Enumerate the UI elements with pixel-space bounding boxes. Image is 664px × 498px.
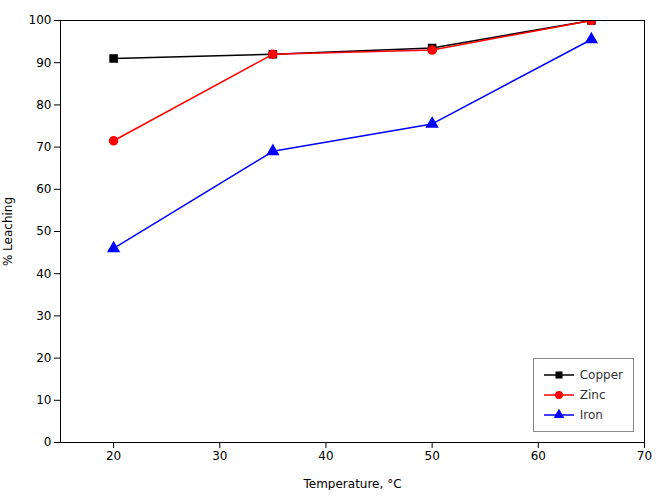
html-text:Copper: Copper [579,368,623,382]
svg-text:0: 0 [44,435,52,449]
svg-text:40: 40 [36,267,51,281]
svg-text:30: 30 [212,449,227,463]
svg-text:80: 80 [36,98,51,112]
svg-text:100: 100 [29,13,52,27]
svg-text:40: 40 [318,449,333,463]
svg-text:50: 50 [424,449,439,463]
svg-text:50: 50 [36,224,51,238]
svg-text:30: 30 [36,309,51,323]
svg-text:90: 90 [36,56,51,70]
html-text:Iron: Iron [579,408,603,422]
svg-text:% Leaching: % Leaching [1,197,15,266]
svg-text:20: 20 [36,351,51,365]
svg-text:10: 10 [36,393,51,407]
html-text:Zinc: Zinc [579,388,606,402]
svg-text:70: 70 [36,140,51,154]
svg-text:20: 20 [106,449,121,463]
svg-text:60: 60 [531,449,546,463]
svg-text:60: 60 [36,182,51,196]
svg-text:Temperature, °C: Temperature, °C [302,477,401,491]
svg-text:70: 70 [637,449,652,463]
